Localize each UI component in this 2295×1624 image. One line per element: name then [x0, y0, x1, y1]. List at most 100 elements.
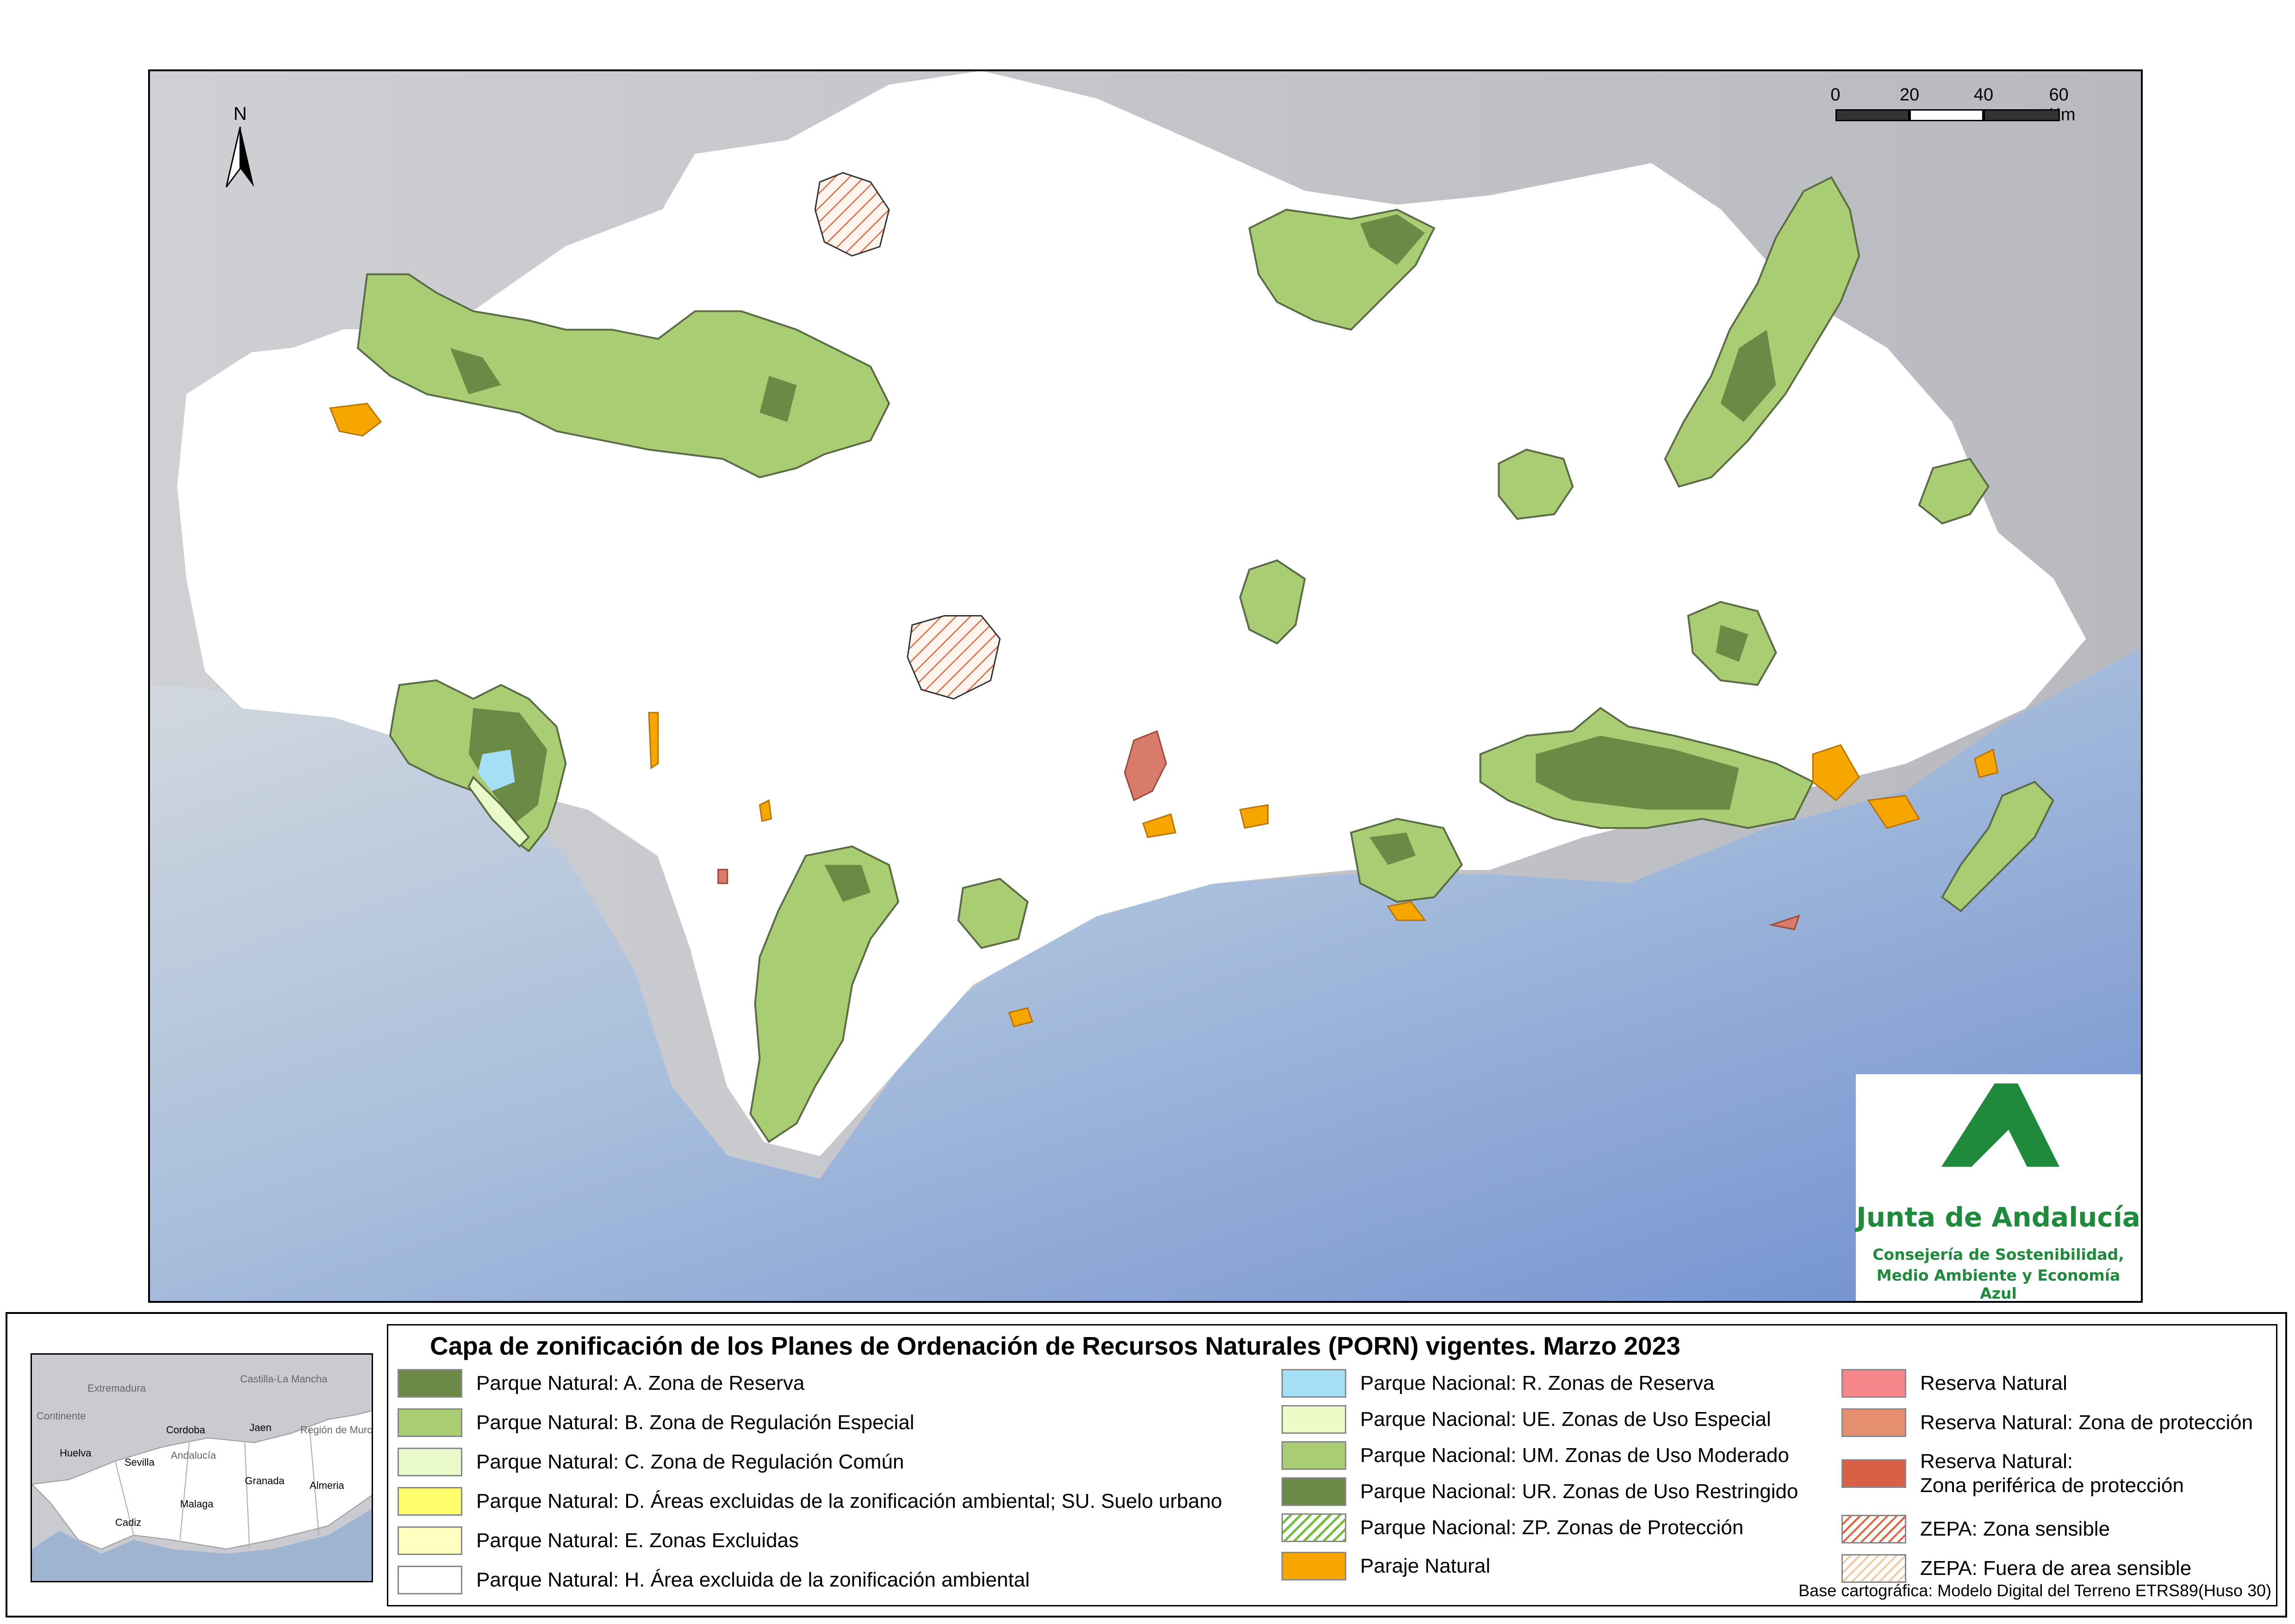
- legend-label: Parque Natural: C. Zona de Regulación Co…: [476, 1450, 904, 1473]
- legend-swatch: [1841, 1408, 1906, 1437]
- reserve-cardena: [1360, 214, 1425, 265]
- reserva-natural-2: [1768, 915, 1800, 931]
- logo-subtitle-2: Medio Ambiente y Economía Azul: [1876, 1266, 2121, 1302]
- legend-swatch: [1281, 1513, 1346, 1542]
- park-maria: [1918, 458, 1990, 525]
- legend-swatch: [1281, 1477, 1346, 1506]
- legend-label: ZEPA: Zona sensible: [1920, 1518, 2110, 1540]
- legend-swatch: [1841, 1515, 1906, 1543]
- minimap-label-extremadura: Extremadura: [87, 1382, 146, 1394]
- logo-subtitle-1: Consejería de Sostenibilidad,: [1872, 1245, 2124, 1263]
- legend-label: Reserva Natural: [1920, 1372, 2067, 1394]
- reserve-tejeda: [1369, 833, 1416, 865]
- reserva-natural-3: [717, 869, 728, 884]
- junta-logo: Junta de Andalucía Consejería de Sosteni…: [1856, 1074, 2141, 1301]
- zepa-north: [814, 172, 890, 257]
- legend-item-pn-areas-excluidas: Parque Natural: D. Áreas excluidas de la…: [398, 1485, 1222, 1518]
- minimap-label-huelva: Huelva: [60, 1447, 92, 1459]
- minimap-label-castilla: Castilla-La Mancha: [240, 1373, 328, 1385]
- reserva-natural-1: [1124, 730, 1167, 802]
- legend-swatch: [1841, 1369, 1906, 1398]
- map-frame[interactable]: N 0 20 40 60 Km Junta de Andalucía Conse…: [148, 69, 2143, 1303]
- legend-item-pnac-proteccion: Parque Nacional: ZP. Zonas de Protección: [1281, 1512, 1743, 1544]
- legend-label-line2: Zona periférica de protección: [1920, 1474, 2184, 1497]
- legend-label: Parque Nacional: R. Zonas de Reserva: [1360, 1372, 1715, 1394]
- reserve-cazorla: [1720, 330, 1776, 422]
- scale-bar: 0 20 40 60 Km: [1830, 85, 2075, 127]
- minimap-label-malaga: Malaga: [180, 1498, 214, 1510]
- legend-item-pn-zonas-excluidas: Parque Natural: E. Zonas Excluidas: [398, 1524, 799, 1557]
- legend-swatch: [398, 1408, 462, 1437]
- scale-tick-0: 0: [1830, 85, 1841, 105]
- legend-swatch: [398, 1369, 462, 1398]
- legend-item-pn-reserva: Parque Natural: A. Zona de Reserva: [398, 1367, 804, 1400]
- paraje-6: [1142, 813, 1176, 838]
- legend-item-reserva-proteccion: Reserva Natural: Zona de protección: [1841, 1406, 2253, 1439]
- legend-item-reserva-natural: Reserva Natural: [1841, 1367, 2067, 1400]
- minimap-label-murcia: Región de Murcia: [300, 1424, 373, 1436]
- junta-logo-icon: [1941, 1083, 2059, 1167]
- legend-box: Capa de zonificación de los Planes de Or…: [387, 1324, 2277, 1606]
- reserve-baza: [1716, 625, 1748, 662]
- minimap-label-andalucia: Andalucía: [171, 1450, 216, 1461]
- legend-swatch: [398, 1448, 462, 1476]
- park-cazorla: [1664, 176, 1860, 488]
- north-label: N: [233, 104, 247, 124]
- legend-label: Reserva Natural: Zona periférica de prot…: [1920, 1450, 2184, 1498]
- minimap-label-granada: Granada: [245, 1475, 285, 1487]
- north-arrow-icon: [225, 126, 254, 187]
- logo-title: Junta de Andalucía: [1856, 1201, 2140, 1233]
- paraje-7: [1239, 804, 1269, 829]
- reserve-alcornocales: [824, 865, 871, 902]
- paraje-2: [1812, 744, 1860, 802]
- locator-minimap: Extremadura Castilla-La Mancha Continent…: [31, 1353, 373, 1582]
- zepa-central: [907, 615, 1001, 700]
- legend-item-pnac-reserva: Parque Nacional: R. Zonas de Reserva: [1281, 1367, 1715, 1400]
- legend-label: Parque Nacional: UR. Zonas de Uso Restri…: [1360, 1480, 1798, 1503]
- park-aracena: [357, 273, 890, 479]
- scale-segment-3: [1984, 109, 2060, 121]
- paraje-3: [1867, 795, 1921, 829]
- legend-item-pn-regulacion-especial: Parque Natural: B. Zona de Regulación Es…: [398, 1406, 914, 1439]
- legend-item-pnac-uso-restringido: Parque Nacional: UR. Zonas de Uso Restri…: [1281, 1475, 1798, 1508]
- legend-label: Parque Nacional: ZP. Zonas de Protección: [1360, 1516, 1744, 1539]
- park-alcornocales: [749, 845, 900, 1143]
- paraje-10: [648, 712, 659, 770]
- legend-label: Parque Nacional: UE. Zonas de Uso Especi…: [1360, 1408, 1771, 1431]
- legend-item-reserva-periferica: Reserva Natural: Zona periférica de prot…: [1841, 1448, 2184, 1499]
- minimap-label-almeria: Almeria: [310, 1480, 344, 1491]
- park-subbeticas: [1239, 559, 1306, 645]
- legend-label: Reserva Natural: Zona de protección: [1920, 1411, 2253, 1434]
- scale-segment-2: [1909, 109, 1984, 121]
- minimap-label-jaen: Jaen: [249, 1422, 272, 1433]
- minimap-canvas: [32, 1355, 372, 1581]
- reserve-aracena: [450, 348, 501, 394]
- paraje-1: [329, 403, 382, 437]
- minimap-label-cadiz: Cadiz: [115, 1517, 142, 1528]
- legend-label: Parque Natural: B. Zona de Regulación Es…: [476, 1411, 914, 1434]
- legend-label: Parque Natural: H. Área excluida de la z…: [476, 1568, 1030, 1591]
- legend-item-paraje-natural: Paraje Natural: [1281, 1550, 1490, 1582]
- base-cartography-note: Base cartográfica: Modelo Digital del Te…: [1798, 1581, 2271, 1600]
- park-grazalema: [957, 877, 1029, 949]
- legend-swatch: [1281, 1441, 1346, 1470]
- legend-swatch: [398, 1487, 462, 1516]
- legend-label: Parque Natural: E. Zonas Excluidas: [476, 1529, 799, 1552]
- paraje-9: [759, 799, 772, 822]
- sea-area: [150, 648, 2141, 1301]
- minimap-label-continente: Continente: [37, 1410, 86, 1422]
- paraje-4: [1973, 748, 1999, 778]
- legend-label: ZEPA: Fuera de area sensible: [1920, 1557, 2192, 1580]
- legend-swatch: [398, 1526, 462, 1555]
- park-magina: [1498, 448, 1574, 520]
- legend-panel: Extremadura Castilla-La Mancha Continent…: [6, 1312, 2287, 1618]
- legend-item-zepa-fuera: ZEPA: Fuera de area sensible: [1841, 1552, 2191, 1585]
- legend-label-line1: Reserva Natural:: [1920, 1450, 2073, 1473]
- legend-swatch: [398, 1566, 462, 1594]
- legend-swatch: [1281, 1405, 1346, 1434]
- legend-label: Parque Natural: D. Áreas excluidas de la…: [476, 1490, 1222, 1512]
- map-canvas[interactable]: [150, 71, 2141, 1301]
- legend-label: Paraje Natural: [1360, 1555, 1491, 1577]
- minimap-label-sevilla: Sevilla: [124, 1456, 155, 1468]
- legend-label: Parque Nacional: UM. Zonas de Uso Modera…: [1360, 1444, 1789, 1467]
